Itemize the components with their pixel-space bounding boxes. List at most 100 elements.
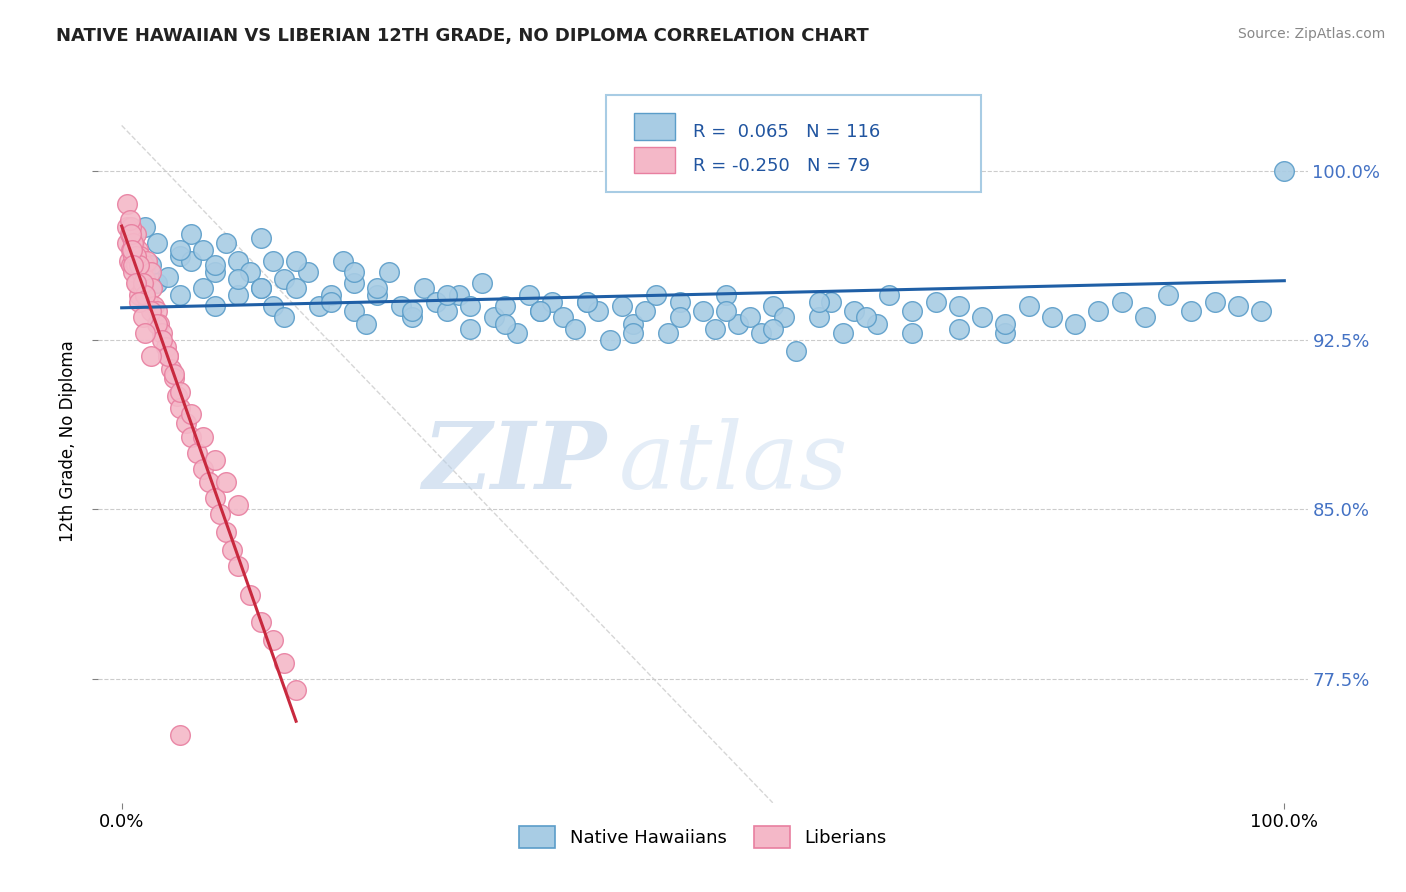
Point — [343, 277, 366, 291]
Point — [564, 321, 586, 335]
Point — [540, 294, 562, 309]
Point — [169, 728, 191, 742]
Point — [143, 299, 166, 313]
Point — [727, 317, 749, 331]
Point — [145, 303, 167, 318]
Point — [529, 303, 551, 318]
Point — [169, 287, 191, 301]
Point — [575, 294, 598, 309]
Point — [877, 287, 900, 301]
Point — [250, 231, 273, 245]
Point — [124, 259, 146, 273]
Point — [1204, 294, 1226, 309]
Point — [128, 287, 150, 301]
Point — [366, 281, 388, 295]
Point — [285, 253, 308, 268]
Point — [139, 349, 162, 363]
Point — [378, 265, 401, 279]
Point — [262, 253, 284, 268]
Point — [191, 281, 214, 295]
Point — [1087, 303, 1109, 318]
Point — [308, 299, 330, 313]
Point — [221, 542, 243, 557]
Point — [460, 299, 482, 313]
Point — [471, 277, 494, 291]
Point — [204, 491, 226, 505]
Point — [169, 401, 191, 415]
Point — [124, 227, 146, 241]
Point — [191, 461, 214, 475]
Point — [204, 259, 226, 273]
Point — [716, 287, 738, 301]
Point — [163, 367, 186, 381]
Point — [134, 326, 156, 340]
Point — [994, 326, 1017, 340]
Point — [169, 243, 191, 257]
Text: NATIVE HAWAIIAN VS LIBERIAN 12TH GRADE, NO DIPLOMA CORRELATION CHART: NATIVE HAWAIIAN VS LIBERIAN 12TH GRADE, … — [56, 27, 869, 45]
Point — [226, 558, 249, 573]
Point — [634, 303, 657, 318]
Point — [134, 220, 156, 235]
Point — [180, 408, 202, 422]
Point — [198, 475, 221, 490]
Point — [785, 344, 807, 359]
Point — [343, 303, 366, 318]
Point — [157, 269, 180, 284]
Point — [366, 287, 388, 301]
Point — [436, 303, 458, 318]
Point — [447, 287, 470, 301]
Point — [138, 294, 160, 309]
Point — [808, 294, 831, 309]
Point — [831, 326, 853, 340]
Point — [128, 259, 150, 273]
Point — [157, 349, 180, 363]
Point — [1226, 299, 1249, 313]
Point — [150, 333, 173, 347]
Point — [186, 446, 208, 460]
Text: atlas: atlas — [619, 418, 848, 508]
Y-axis label: 12th Grade, No Diploma: 12th Grade, No Diploma — [59, 341, 77, 542]
Point — [924, 294, 946, 309]
Point — [128, 253, 150, 268]
Point — [131, 310, 153, 325]
Point — [808, 310, 831, 325]
Point — [118, 253, 141, 268]
Point — [285, 281, 308, 295]
Point — [169, 249, 191, 263]
Point — [273, 310, 295, 325]
Point — [117, 220, 139, 235]
FancyBboxPatch shape — [634, 112, 675, 139]
Text: R =  0.065   N = 116: R = 0.065 N = 116 — [693, 123, 880, 141]
Point — [141, 281, 163, 295]
Point — [180, 253, 202, 268]
Point — [610, 299, 633, 313]
Point — [948, 299, 970, 313]
Point — [401, 303, 423, 318]
Point — [273, 656, 295, 670]
Point — [122, 249, 145, 263]
Point — [134, 272, 156, 286]
Point — [118, 213, 141, 227]
Point — [226, 287, 249, 301]
Point — [506, 326, 529, 340]
Point — [121, 231, 143, 245]
Point — [204, 265, 226, 279]
Point — [820, 294, 842, 309]
Point — [118, 227, 141, 241]
Point — [262, 633, 284, 648]
Point — [588, 303, 610, 318]
Point — [1064, 317, 1087, 331]
Point — [204, 452, 226, 467]
Point — [738, 310, 761, 325]
FancyBboxPatch shape — [606, 95, 981, 193]
Point — [285, 682, 308, 697]
Point — [180, 227, 202, 241]
Point — [994, 317, 1017, 331]
Point — [901, 326, 924, 340]
Point — [128, 253, 150, 268]
Point — [413, 281, 436, 295]
Point — [122, 259, 145, 273]
Point — [762, 321, 785, 335]
Point — [901, 303, 924, 318]
Point — [970, 310, 993, 325]
